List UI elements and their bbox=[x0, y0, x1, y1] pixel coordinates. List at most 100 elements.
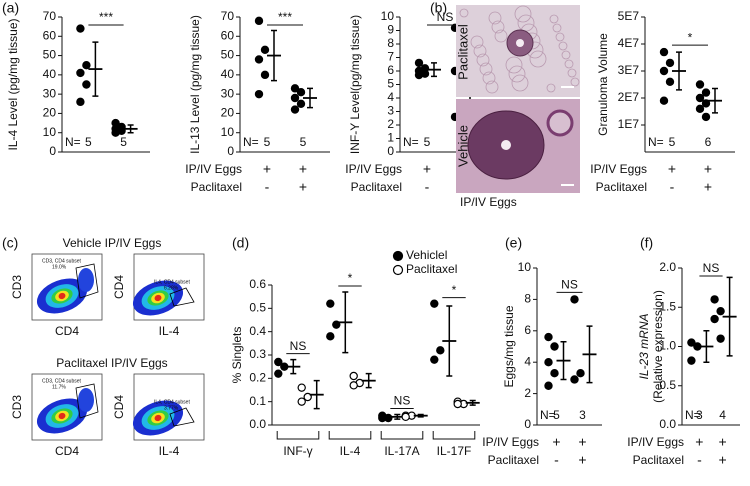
n-label: 5 bbox=[300, 135, 307, 149]
n-label: 4 bbox=[719, 408, 726, 422]
alveolus bbox=[552, 23, 562, 33]
flow-title: Paclitaxel IP/IV Eggs bbox=[56, 356, 167, 370]
data-point bbox=[349, 371, 358, 381]
alveolus bbox=[564, 59, 574, 69]
y-tick-label: 40 bbox=[221, 67, 235, 81]
gate-label: IL4, CD4 subset bbox=[154, 279, 190, 285]
y-tick-label: 5 bbox=[387, 77, 394, 91]
alveolus bbox=[567, 68, 577, 78]
significance-label: NS bbox=[437, 10, 454, 24]
vessel bbox=[546, 109, 574, 137]
data-point bbox=[254, 55, 264, 64]
data-point bbox=[716, 306, 725, 316]
data-point bbox=[254, 16, 264, 26]
significance-label: NS bbox=[561, 278, 578, 292]
y-axis-label: (Relative expression) bbox=[651, 290, 665, 403]
alveolus bbox=[494, 29, 508, 43]
flow-density bbox=[154, 294, 162, 302]
legend-marker bbox=[392, 264, 404, 276]
category-bracket bbox=[328, 431, 372, 440]
flow-title: Vehicle IP/IV Eggs bbox=[63, 236, 162, 250]
condition-mark: + bbox=[299, 161, 307, 177]
data-point bbox=[659, 96, 669, 105]
data-point bbox=[695, 93, 705, 103]
flow-x-label: IL-4 bbox=[159, 324, 180, 338]
gate-label: CD3, CD4 subset bbox=[42, 258, 82, 264]
flow-x-label: CD4 bbox=[55, 444, 79, 458]
significance-label: * bbox=[688, 30, 693, 44]
y-tick-label: 0.5 bbox=[249, 301, 266, 315]
data-point bbox=[701, 88, 711, 97]
alveolus bbox=[488, 11, 502, 25]
y-tick-label: 4E7 bbox=[618, 36, 640, 50]
condition-mark: + bbox=[263, 161, 271, 177]
data-point bbox=[76, 24, 85, 33]
y-tick-label: 1 bbox=[387, 131, 394, 145]
y-tick-label: 0 bbox=[387, 144, 394, 158]
data-point bbox=[296, 99, 306, 108]
y-tick-label: 10 bbox=[221, 125, 235, 139]
y-tick-label: 2.0 bbox=[659, 260, 676, 274]
alveolus bbox=[476, 53, 490, 67]
y-tick-label: 8 bbox=[387, 36, 394, 50]
data-point bbox=[297, 397, 306, 406]
n-label: 5 bbox=[424, 135, 431, 149]
data-point bbox=[332, 320, 341, 329]
n-prefix: N= bbox=[243, 135, 259, 149]
condition-mark: + bbox=[423, 161, 431, 177]
n-prefix: N= bbox=[403, 135, 419, 149]
x-tick-label: IL-17F bbox=[437, 444, 472, 458]
condition-label: IP/IV Eggs bbox=[482, 435, 539, 449]
alveolus bbox=[546, 83, 556, 93]
alveolus bbox=[491, 20, 505, 34]
significance-label: * bbox=[452, 283, 457, 297]
data-point bbox=[297, 383, 306, 392]
flow-density bbox=[154, 414, 162, 422]
alveolus bbox=[470, 35, 484, 49]
y-tick-label: 50 bbox=[221, 48, 235, 62]
n-prefix: N= bbox=[648, 135, 664, 149]
n-label: 5 bbox=[85, 135, 92, 149]
egg bbox=[516, 39, 524, 47]
condition-label: Paclitaxel bbox=[488, 453, 539, 467]
data-point bbox=[665, 58, 675, 68]
y-tick-label: 20 bbox=[221, 106, 235, 120]
data-point bbox=[576, 368, 585, 378]
gate-percent: 3.77% bbox=[164, 405, 179, 411]
flow-density bbox=[78, 388, 94, 412]
flow-gate bbox=[75, 383, 99, 419]
x-tick-label: IL-4 bbox=[340, 444, 361, 458]
y-tick-label: 0.1 bbox=[249, 394, 266, 408]
gate-percent: 6.28% bbox=[164, 285, 179, 291]
y-tick-label: 0.4 bbox=[249, 324, 266, 338]
significance-label: NS bbox=[703, 261, 720, 275]
x-tick-label: IL-17A bbox=[384, 444, 419, 458]
flow-density bbox=[58, 292, 66, 300]
y-tick-label: 0 bbox=[49, 144, 56, 158]
condition-mark: + bbox=[668, 161, 676, 177]
alveolus bbox=[549, 14, 559, 24]
alveolus bbox=[485, 80, 499, 94]
significance-label: NS bbox=[290, 339, 307, 353]
condition-mark: + bbox=[704, 179, 712, 195]
n-label: 5 bbox=[120, 135, 127, 149]
y-tick-label: 1.0 bbox=[659, 339, 676, 353]
y-tick-label: 60 bbox=[43, 28, 57, 42]
alveolus bbox=[459, 8, 469, 18]
y-tick-label: 10 bbox=[43, 125, 57, 139]
condition-label: IP/IV Eggs bbox=[345, 162, 402, 176]
y-tick-label: 5E7 bbox=[618, 9, 640, 23]
flow-y-label: CD4 bbox=[112, 275, 126, 299]
significance-label: * bbox=[348, 271, 353, 285]
gate-label: IL4, CD4 subset bbox=[154, 399, 190, 405]
y-tick-label: 40 bbox=[43, 67, 57, 81]
panel-label: (e) bbox=[505, 235, 522, 251]
n-label: 5 bbox=[669, 135, 676, 149]
condition-mark: + bbox=[704, 161, 712, 177]
y-tick-label: 9 bbox=[387, 23, 394, 37]
alveolus bbox=[555, 32, 565, 42]
condition-mark: - bbox=[697, 452, 702, 468]
data-point bbox=[274, 369, 283, 378]
data-point bbox=[570, 295, 579, 304]
n-label: 3 bbox=[696, 408, 703, 422]
